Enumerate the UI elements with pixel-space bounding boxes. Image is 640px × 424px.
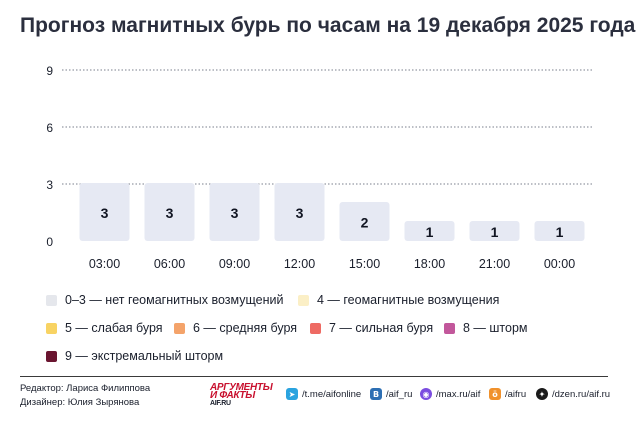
legend-item-0-3: 0–3 — нет геомагнитных возмущений	[46, 293, 283, 307]
legend-label: 5 — слабая буря	[65, 321, 163, 335]
bar	[79, 183, 130, 241]
legend-swatch	[298, 294, 309, 306]
page-title: Прогноз магнитных бурь по часам на 19 де…	[20, 14, 636, 37]
storm-forecast-chart: 0 3 6 9 3 03:00 3 06:00 3 09:00 3 12:00 2 15:00 1 18:00…	[46, 64, 594, 271]
data-label: 3	[296, 205, 304, 221]
aif-logo[interactable]: АРГУМЕНТЫ И ФАКТЫ AIF.RU	[210, 382, 273, 408]
y-tick-label: 0	[46, 235, 53, 249]
social-label: /aif_ru	[386, 388, 413, 400]
legend-item-6: 6 — средняя буря	[174, 321, 297, 335]
y-tick-label: 6	[46, 121, 53, 135]
data-label: 1	[491, 224, 499, 240]
designer-credit: Дизайнер: Юлия Зырянова	[20, 397, 140, 408]
data-label: 2	[361, 215, 369, 231]
data-label: 1	[556, 224, 564, 240]
social-label: /max.ru/aif	[436, 388, 481, 400]
bar	[339, 202, 390, 241]
data-label: 1	[426, 224, 434, 240]
x-tick-label: 06:00	[154, 257, 185, 271]
legend-swatch	[46, 350, 57, 362]
x-tick-label: 18:00	[414, 257, 445, 271]
legend-label: 9 — экстремальный шторм	[65, 349, 224, 363]
max-icon: ◉	[420, 388, 432, 400]
legend-swatch	[174, 322, 185, 334]
x-tick-label: 21:00	[479, 257, 510, 271]
logo-line-3: AIF.RU	[210, 400, 231, 407]
credits: Редактор: Лариса Филиппова Дизайнер: Юли…	[20, 382, 150, 410]
social-telegram[interactable]: ➤ /t.me/aifonline	[286, 388, 361, 400]
x-tick-label: 12:00	[284, 257, 315, 271]
bar	[274, 183, 325, 241]
social-vk[interactable]: В /aif_ru	[370, 388, 412, 400]
social-max[interactable]: ◉ /max.ru/aif	[420, 388, 480, 400]
logo-line-2: И ФАКТЫ	[210, 390, 255, 401]
bar	[469, 221, 520, 241]
legend-swatch	[310, 322, 321, 334]
ok-icon: ӧ	[489, 388, 501, 400]
legend-item-7: 7 — сильная буря	[310, 321, 433, 335]
y-tick-label: 9	[46, 64, 53, 78]
social-ok[interactable]: ӧ /aifru	[489, 388, 526, 400]
bar	[404, 221, 455, 241]
legend-label: 8 — шторм	[463, 321, 528, 335]
legend-item-5: 5 — слабая буря	[46, 321, 163, 335]
legend-label: 7 — сильная буря	[329, 321, 434, 335]
bar	[144, 183, 195, 241]
y-tick-label: 3	[46, 178, 53, 192]
legend-label: 4 — геомагнитные возмущения	[317, 293, 500, 307]
social-label: /t.me/aifonline	[302, 388, 362, 400]
legend-swatch	[444, 322, 455, 334]
data-label: 3	[101, 205, 109, 221]
editor-credit: Редактор: Лариса Филиппова	[20, 383, 151, 394]
data-label: 3	[166, 205, 174, 221]
legend-item-8: 8 — шторм	[444, 321, 528, 335]
logo-line-1: АРГУМЕНТЫ	[210, 382, 273, 393]
x-tick-label: 15:00	[349, 257, 380, 271]
bar	[209, 183, 260, 241]
x-tick-label: 03:00	[89, 257, 120, 271]
x-tick-label: 00:00	[544, 257, 575, 271]
x-tick-label: 09:00	[219, 257, 250, 271]
legend-label: 6 — средняя буря	[193, 321, 298, 335]
data-label: 3	[231, 205, 239, 221]
footer-divider	[20, 376, 608, 377]
legend-swatch	[46, 294, 57, 306]
vk-icon: В	[370, 388, 382, 400]
legend-label: 0–3 — нет геомагнитных возмущений	[65, 293, 284, 307]
legend-item-4: 4 — геомагнитные возмущения	[298, 293, 499, 307]
telegram-icon: ➤	[286, 388, 298, 400]
social-dzen[interactable]: ✦ /dzen.ru/aif.ru	[536, 388, 610, 400]
social-label: /dzen.ru/aif.ru	[552, 388, 611, 400]
legend-swatch	[46, 322, 57, 334]
bar	[534, 221, 585, 241]
social-label: /aifru	[505, 388, 527, 400]
legend-item-9: 9 — экстремальный шторм	[46, 349, 223, 363]
dzen-icon: ✦	[536, 388, 548, 400]
